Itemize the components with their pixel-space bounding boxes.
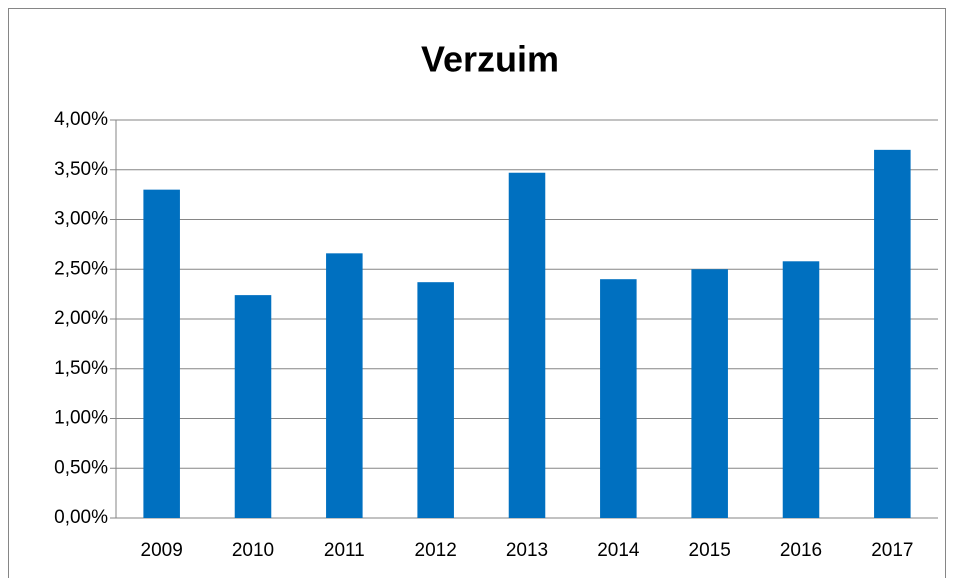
bar (417, 282, 454, 518)
y-tick-label: 4,00% (54, 109, 108, 130)
x-tick-label: 2014 (597, 540, 640, 561)
y-tick-label: 1,00% (54, 408, 108, 429)
chart-title: Verzuim (421, 39, 559, 80)
bar (508, 172, 546, 519)
y-tick-label: 0,00% (54, 507, 108, 528)
y-tick-label: 1,50% (54, 358, 108, 379)
y-tick-label: 3,50% (54, 159, 108, 180)
y-tick-label: 0,50% (54, 457, 108, 478)
bar (143, 189, 180, 518)
bar (874, 149, 911, 518)
bar (782, 261, 820, 518)
y-tick-label: 2,00% (54, 308, 108, 329)
bar (691, 269, 728, 518)
y-tick-label: 2,50% (54, 258, 108, 279)
x-tick-label: 2017 (871, 540, 913, 561)
bar (234, 295, 272, 518)
x-tick-label: 2010 (232, 540, 274, 561)
x-tick-label: 2016 (780, 540, 822, 561)
bar (326, 253, 363, 518)
x-tick-label: 2015 (689, 540, 731, 561)
x-tick-label: 2011 (324, 540, 365, 561)
bar (600, 279, 637, 518)
y-tick-label: 3,00% (54, 209, 108, 230)
x-tick-label: 2012 (415, 540, 457, 561)
x-tick-label: 2013 (506, 540, 548, 561)
x-tick-label: 2009 (141, 540, 183, 561)
